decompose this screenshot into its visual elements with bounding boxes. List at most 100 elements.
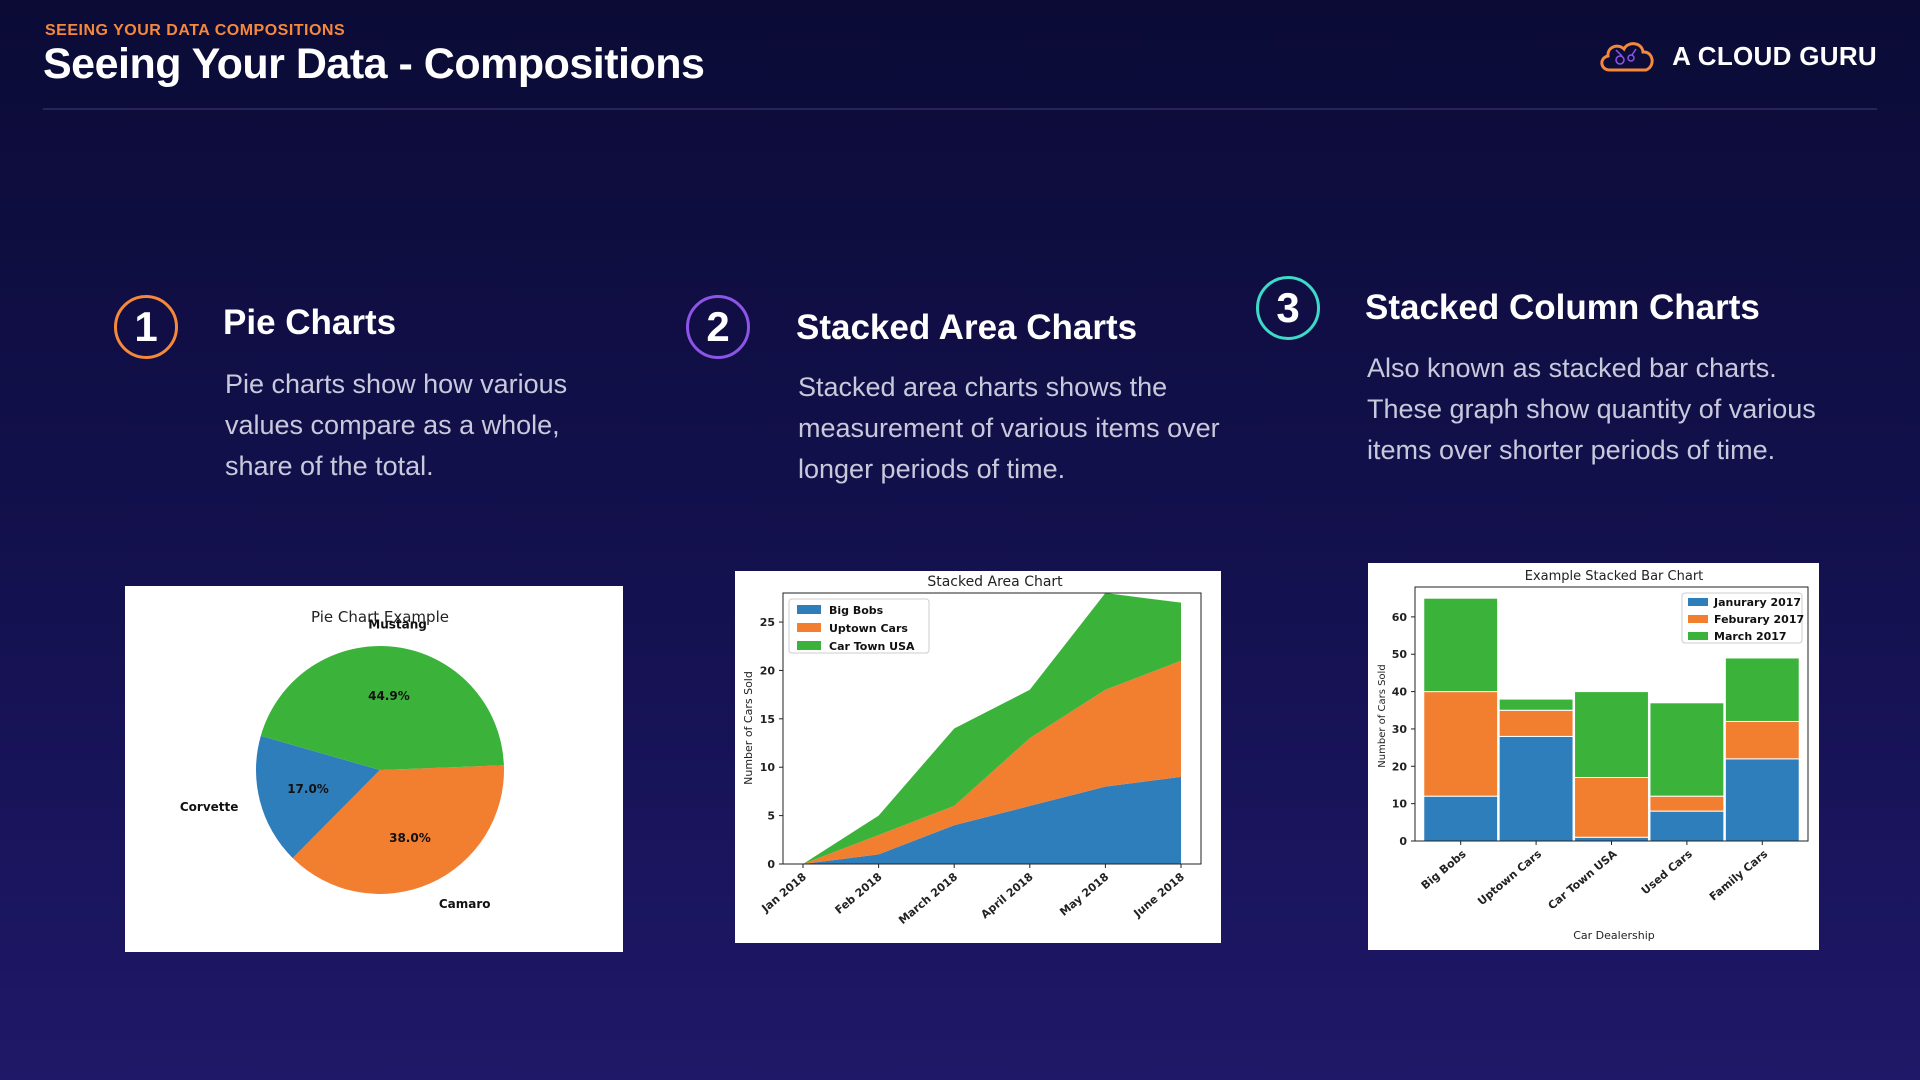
x-tick-label: Big Bobs [1419, 847, 1469, 892]
y-tick-label: 20 [760, 664, 776, 677]
section-description: Also known as stacked bar charts. These … [1367, 348, 1816, 471]
bar-segment [1574, 691, 1649, 779]
y-tick-label: 40 [1392, 686, 1408, 699]
slice-label: Mustang [368, 618, 427, 632]
y-axis-label: Number of Cars Sold [742, 671, 755, 785]
bar-segment [1724, 720, 1800, 760]
x-axis-label: Car Dealership [1573, 929, 1655, 942]
chart-title: Stacked Area Chart [927, 574, 1063, 590]
section-title: Pie Charts [223, 303, 397, 342]
bar-segment [1724, 657, 1800, 722]
y-tick-label: 5 [767, 810, 775, 823]
step-number-badge: 1 [114, 295, 178, 359]
legend-box [788, 598, 930, 654]
y-axis-label: Number of Cars Sold [1377, 664, 1388, 767]
step-number-badge: 2 [686, 295, 750, 359]
x-tick-label: Used Cars [1639, 847, 1695, 897]
y-tick-label: 0 [767, 858, 775, 871]
description-line: values compare as a whole, [225, 410, 560, 440]
bar-segment [1649, 795, 1725, 812]
legend-label: Car Town USA [829, 640, 915, 653]
y-tick-label: 60 [1392, 611, 1408, 624]
pie-slice [260, 646, 504, 770]
pie-chart: Pie Chart Example Corvette 17.0% Camaro 38.… [180, 608, 504, 911]
area-chart-panel: Stacked Area Chart Number of Cars Sold 0… [735, 571, 1221, 943]
section-description: Pie charts show how various values compa… [225, 364, 567, 487]
legend: Big Bobs Uptown Cars Car Town USA [788, 598, 930, 654]
y-tick-label: 20 [1392, 760, 1408, 773]
legend-box [1681, 592, 1803, 644]
legend-label: Janurary 2017 [1713, 596, 1801, 609]
description-line: Pie charts show how various [225, 369, 568, 399]
y-tick-label: 30 [1392, 723, 1408, 736]
bar-segment [1649, 702, 1725, 797]
legend-label: March 2017 [1714, 630, 1787, 643]
y-tick-label: 15 [760, 713, 775, 726]
legend-swatch [797, 605, 821, 614]
bar-segment [1724, 758, 1800, 842]
y-tick-label: 0 [1399, 835, 1407, 848]
page-title: Seeing Your Data - Compositions [43, 40, 705, 88]
description-line: Stacked area charts shows the [798, 372, 1168, 402]
x-tick-label: June 2018 [1131, 870, 1187, 920]
section-description: Stacked area charts shows the measuremen… [798, 367, 1220, 490]
legend-label: Big Bobs [829, 604, 884, 617]
area-series-1 [803, 776, 1181, 864]
description-line: Also known as stacked bar charts. [1367, 353, 1777, 383]
legend-swatch [797, 641, 821, 650]
bar-segment [1498, 735, 1574, 842]
description-line: longer periods of time. [798, 454, 1066, 484]
x-tick-label: April 2018 [978, 870, 1035, 921]
brand-logo: A CLOUD GURU [1596, 36, 1877, 76]
section-title: Stacked Area Charts [796, 308, 1138, 347]
y-tick-label: 25 [760, 616, 775, 629]
legend-swatch [1688, 598, 1708, 606]
plot-frame [782, 592, 1202, 865]
slice-label: Corvette [180, 800, 239, 814]
area-series-3 [803, 593, 1181, 864]
header-divider [43, 108, 1877, 110]
slice-percent-label: 44.9% [368, 689, 410, 703]
x-tick-label: Feb 2018 [833, 870, 885, 917]
x-tick-label: May 2018 [1057, 870, 1111, 918]
x-tick-label: Uptown Cars [1475, 847, 1544, 908]
bar-segment [1498, 698, 1574, 711]
bar-segment [1574, 777, 1649, 838]
stacked-bar-chart: Example Stacked Bar Chart Number of Cars… [1377, 569, 1809, 942]
x-tick-label: Jan 2018 [759, 870, 809, 915]
description-line: share of the total. [225, 451, 434, 481]
legend: Janurary 2017 Feburary 2017 March 2017 [1681, 592, 1804, 644]
legend-swatch [1688, 632, 1708, 640]
bar-segment [1574, 836, 1649, 842]
description-line: These graph show quantity of various [1367, 394, 1816, 424]
bar-segment [1498, 709, 1574, 737]
pie-slice [292, 765, 504, 894]
legend-swatch [1688, 615, 1708, 623]
bar-segment [1423, 597, 1499, 693]
section-kicker: SEEING YOUR DATA COMPOSITIONS [45, 22, 346, 39]
x-tick-label: March 2018 [896, 870, 960, 927]
x-tick-label: Family Cars [1707, 847, 1771, 903]
slice-percent-label: 38.0% [389, 831, 431, 845]
stacked-area-chart: Stacked Area Chart Number of Cars Sold 0… [742, 574, 1202, 927]
bar-segment [1423, 795, 1499, 842]
y-tick-label: 10 [760, 761, 776, 774]
area-series-2 [803, 660, 1181, 864]
step-number-badge: 3 [1256, 276, 1320, 340]
brand-name: A CLOUD GURU [1672, 40, 1877, 71]
legend-label: Feburary 2017 [1714, 613, 1804, 626]
description-line: measurement of various items over [798, 413, 1220, 443]
pie-slice [255, 735, 380, 859]
legend-swatch [797, 623, 821, 632]
chart-title: Example Stacked Bar Chart [1525, 569, 1704, 584]
slice-label: Camaro [439, 897, 491, 911]
y-tick-label: 10 [1392, 798, 1408, 811]
legend-label: Uptown Cars [829, 622, 908, 635]
chart-title: Pie Chart Example [311, 608, 449, 626]
cloud-icon [1600, 42, 1654, 72]
bar-segment [1423, 691, 1499, 797]
slice-percent-label: 17.0% [287, 782, 329, 796]
section-title: Stacked Column Charts [1365, 288, 1760, 327]
description-line: items over shorter periods of time. [1367, 435, 1776, 465]
bar-segment [1649, 810, 1725, 842]
